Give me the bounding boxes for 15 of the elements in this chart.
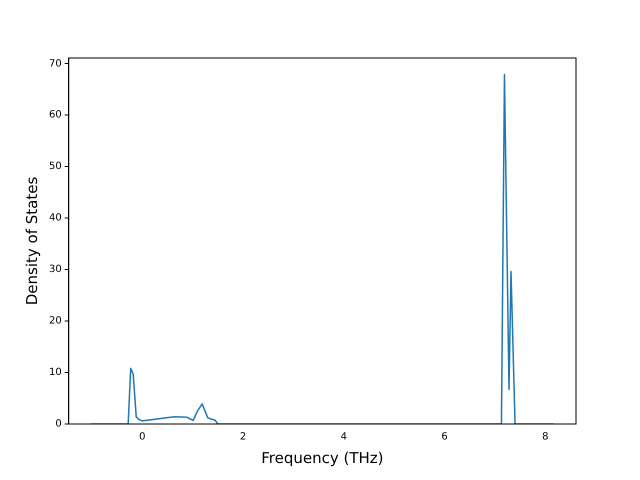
y-tick-label: 50 (48, 161, 62, 172)
x-axis-title: Frequency (THz) (261, 448, 384, 467)
y-tick-label: 70 (48, 58, 62, 70)
y-tick-label: 40 (48, 212, 62, 224)
x-tick-label: 4 (340, 432, 347, 443)
y-tick-label: 30 (48, 264, 62, 276)
x-tick-label: 6 (441, 432, 448, 443)
y-tick-label: 10 (48, 367, 62, 378)
x-tick-label: 0 (139, 432, 146, 443)
y-tick-label: 0 (55, 418, 62, 430)
x-tick-label: 8 (542, 432, 548, 443)
y-tick-label: 20 (48, 316, 62, 327)
x-tick-label: 2 (240, 432, 246, 443)
y-axis-title: Density of States (22, 176, 41, 306)
y-tick-label: 60 (48, 110, 62, 121)
